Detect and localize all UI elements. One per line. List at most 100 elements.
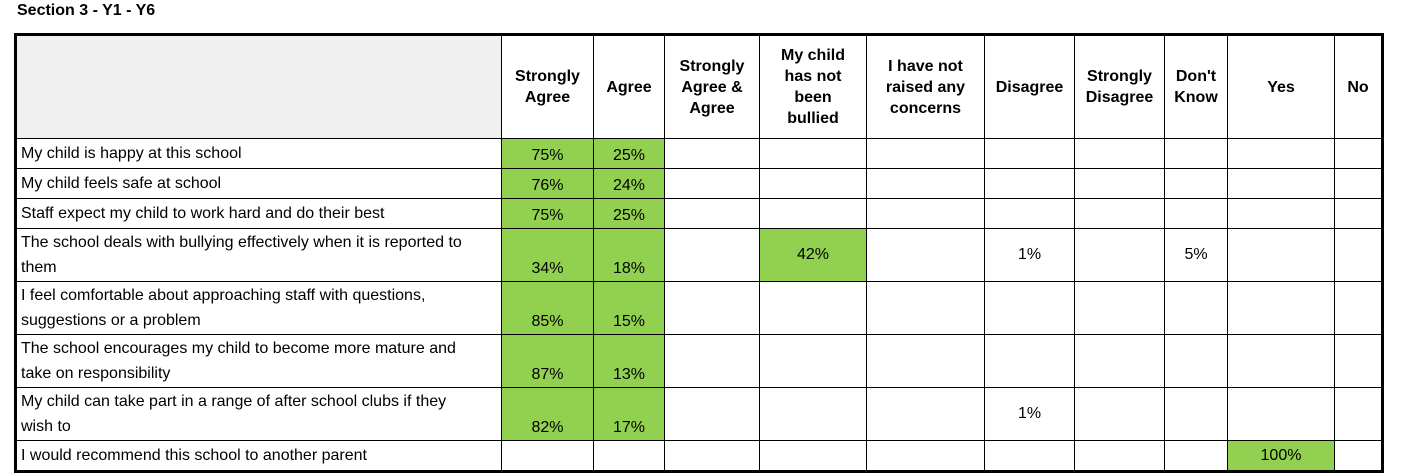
cell-not-been-bullied — [759, 440, 867, 472]
question-cell: My child feels safe at school — [15, 168, 502, 199]
cell-no — [1334, 334, 1383, 388]
question-cell: My child is happy at this school — [15, 138, 502, 169]
cell-not-been-bullied — [759, 168, 867, 199]
cell-strongly-agree: 85% — [501, 281, 594, 335]
col-header-no-concerns-raised: I have not raised any concerns — [866, 34, 985, 139]
col-header-not-been-bullied: My child has not been bullied — [759, 34, 867, 139]
cell-not-been-bullied — [759, 138, 867, 169]
cell-agree: 13% — [593, 334, 665, 388]
cell-no-concerns-raised — [866, 440, 985, 472]
header-row: Strongly Agree Agree Strongly Agree & Agre… — [15, 34, 1383, 139]
cell-agree: 15% — [593, 281, 665, 335]
question-cell: I feel comfortable about approaching sta… — [15, 281, 502, 335]
cell-no — [1334, 387, 1383, 441]
cell-strongly-agree-and-agree — [664, 281, 760, 335]
cell-strongly-agree-and-agree — [664, 334, 760, 388]
cell-disagree: 1% — [984, 228, 1075, 282]
cell-strongly-agree-and-agree — [664, 198, 760, 229]
cell-strongly-agree: 75% — [501, 138, 594, 169]
col-header-disagree: Disagree — [984, 34, 1075, 139]
cell-strongly-agree — [501, 440, 594, 472]
cell-no-concerns-raised — [866, 138, 985, 169]
table-row: My child can take part in a range of aft… — [15, 387, 1383, 441]
cell-no — [1334, 228, 1383, 282]
cell-no — [1334, 138, 1383, 169]
col-header-yes: Yes — [1227, 34, 1335, 139]
cell-disagree — [984, 440, 1075, 472]
cell-no-concerns-raised — [866, 228, 985, 282]
cell-strongly-disagree — [1074, 198, 1165, 229]
cell-yes — [1227, 138, 1335, 169]
cell-dont-know — [1164, 198, 1228, 229]
cell-agree — [593, 440, 665, 472]
cell-yes — [1227, 387, 1335, 441]
cell-agree: 17% — [593, 387, 665, 441]
cell-dont-know — [1164, 168, 1228, 199]
cell-strongly-agree: 76% — [501, 168, 594, 199]
cell-strongly-agree-and-agree — [664, 440, 760, 472]
col-header-strongly-agree-and-agree: Strongly Agree & Agree — [664, 34, 760, 139]
cell-strongly-agree: 82% — [501, 387, 594, 441]
cell-no — [1334, 168, 1383, 199]
cell-yes — [1227, 198, 1335, 229]
col-header-agree: Agree — [593, 34, 665, 139]
question-cell: My child can take part in a range of aft… — [15, 387, 502, 441]
cell-not-been-bullied — [759, 198, 867, 229]
cell-strongly-agree: 87% — [501, 334, 594, 388]
table-row: I feel comfortable about approaching sta… — [15, 281, 1383, 335]
cell-yes — [1227, 168, 1335, 199]
cell-dont-know — [1164, 387, 1228, 441]
cell-disagree — [984, 168, 1075, 199]
cell-strongly-disagree — [1074, 334, 1165, 388]
cell-strongly-agree: 75% — [501, 198, 594, 229]
cell-dont-know — [1164, 138, 1228, 169]
cell-disagree: 1% — [984, 387, 1075, 441]
corner-cell — [15, 34, 502, 139]
cell-strongly-disagree — [1074, 138, 1165, 169]
col-header-strongly-agree: Strongly Agree — [501, 34, 594, 139]
table-row: I would recommend this school to another… — [15, 440, 1383, 472]
cell-agree: 24% — [593, 168, 665, 199]
col-header-dont-know: Don't Know — [1164, 34, 1228, 139]
section-title: Section 3 - Y1 - Y6 — [17, 2, 156, 19]
cell-not-been-bullied: 42% — [759, 228, 867, 282]
cell-dont-know — [1164, 281, 1228, 335]
table-row: My child feels safe at school 76% 24% — [15, 168, 1383, 199]
cell-no-concerns-raised — [866, 387, 985, 441]
cell-disagree — [984, 334, 1075, 388]
table-row: Staff expect my child to work hard and d… — [15, 198, 1383, 229]
cell-strongly-disagree — [1074, 387, 1165, 441]
cell-dont-know — [1164, 334, 1228, 388]
cell-yes — [1227, 228, 1335, 282]
cell-strongly-agree: 34% — [501, 228, 594, 282]
cell-not-been-bullied — [759, 387, 867, 441]
cell-no-concerns-raised — [866, 281, 985, 335]
cell-strongly-agree-and-agree — [664, 228, 760, 282]
cell-dont-know — [1164, 440, 1228, 472]
cell-strongly-disagree — [1074, 281, 1165, 335]
cell-not-been-bullied — [759, 334, 867, 388]
cell-no-concerns-raised — [866, 334, 985, 388]
cell-strongly-agree-and-agree — [664, 168, 760, 199]
cell-disagree — [984, 138, 1075, 169]
cell-no — [1334, 440, 1383, 472]
cell-strongly-disagree — [1074, 440, 1165, 472]
cell-strongly-disagree — [1074, 168, 1165, 199]
cell-strongly-disagree — [1074, 228, 1165, 282]
cell-no-concerns-raised — [866, 198, 985, 229]
cell-agree: 18% — [593, 228, 665, 282]
cell-no — [1334, 198, 1383, 229]
cell-strongly-agree-and-agree — [664, 387, 760, 441]
cell-yes: 100% — [1227, 440, 1335, 472]
survey-results-table: Strongly Agree Agree Strongly Agree & Agre… — [14, 33, 1384, 473]
col-header-no: No — [1334, 34, 1383, 139]
cell-not-been-bullied — [759, 281, 867, 335]
cell-agree: 25% — [593, 138, 665, 169]
cell-no — [1334, 281, 1383, 335]
question-cell: Staff expect my child to work hard and d… — [15, 198, 502, 229]
cell-disagree — [984, 281, 1075, 335]
cell-yes — [1227, 281, 1335, 335]
question-cell: The school encourages my child to become… — [15, 334, 502, 388]
table-row: The school encourages my child to become… — [15, 334, 1383, 388]
table-row: The school deals with bullying effective… — [15, 228, 1383, 282]
